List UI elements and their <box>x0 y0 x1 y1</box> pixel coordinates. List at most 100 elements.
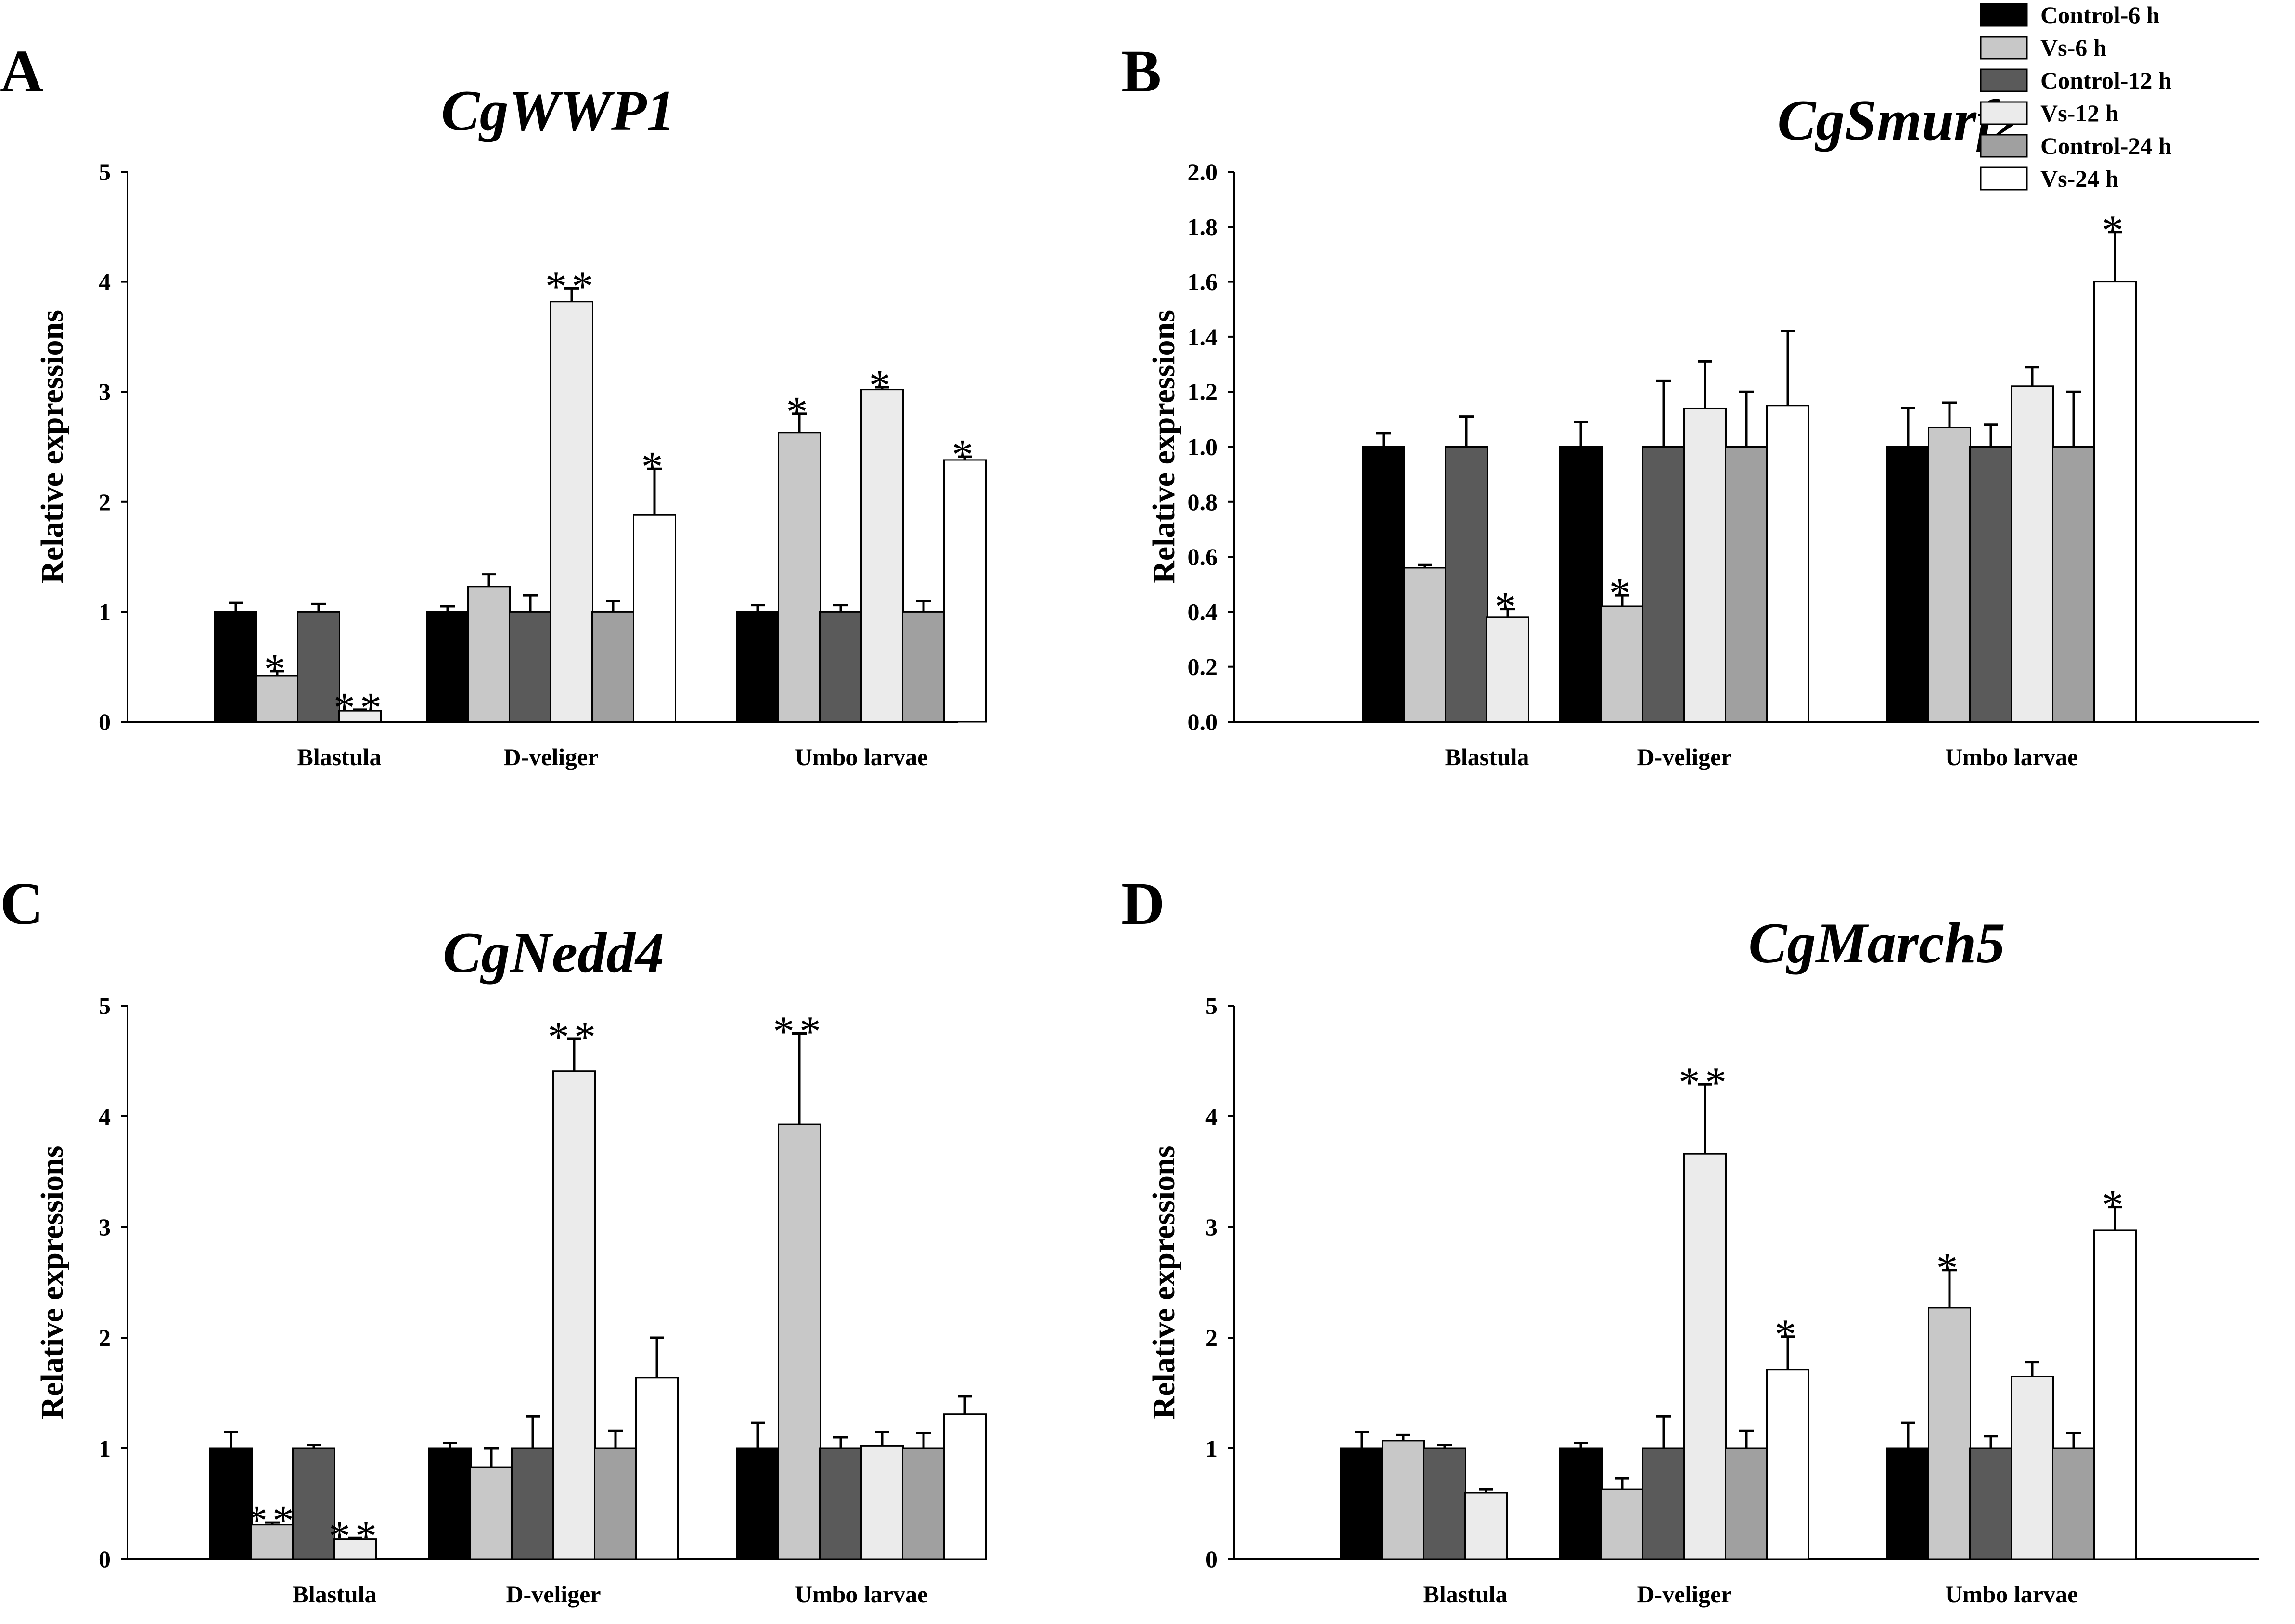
bar <box>819 611 862 723</box>
bar <box>470 1466 513 1560</box>
y-tick-label: 0.0 <box>1188 708 1218 735</box>
y-tick-label: 1.2 <box>1188 378 1218 405</box>
bar <box>1928 426 1971 723</box>
bar <box>467 586 511 723</box>
bar <box>778 432 821 723</box>
y-tick-label: 1 <box>99 598 111 625</box>
bar <box>635 1377 679 1560</box>
legend-label: Vs-24 h <box>2040 165 2119 192</box>
significance-marker: ** <box>1679 1059 1731 1106</box>
bar <box>860 389 904 723</box>
bar <box>902 1447 945 1560</box>
legend-swatch <box>1980 68 2028 92</box>
chart-title: CgWWP1 <box>441 78 676 142</box>
significance-marker: ** <box>545 263 598 310</box>
bar <box>1486 616 1529 723</box>
bar <box>778 1123 821 1560</box>
chart-title: CgMarch5 <box>1748 911 2005 975</box>
legend-swatch <box>1980 166 2028 191</box>
bar <box>1766 405 1809 723</box>
significance-marker: * <box>641 443 668 491</box>
bar <box>1725 1447 1768 1560</box>
y-tick-label: 5 <box>99 158 111 185</box>
x-category-label: Blastula <box>1423 1581 1507 1608</box>
y-tick-label: 0.8 <box>1188 488 1218 515</box>
bar <box>1683 407 1727 723</box>
bar <box>2011 385 2054 723</box>
significance-marker: ** <box>246 1497 299 1545</box>
bar <box>550 301 593 723</box>
y-axis-label: Relative expressions <box>35 1146 70 1419</box>
bar <box>1382 1440 1425 1560</box>
bar <box>509 611 552 723</box>
bar <box>736 1447 780 1560</box>
bar <box>902 611 945 723</box>
y-tick-label: 3 <box>99 378 111 405</box>
significance-marker: ** <box>333 684 386 732</box>
legend-label: Vs-6 h <box>2040 34 2107 61</box>
panel-a: A CgWWP1 Relative expressions 0 1 2 3 4 5 Blastul… <box>0 38 987 770</box>
x-category-label: Umbo larvae <box>1945 1581 2078 1608</box>
bar <box>1464 1492 1508 1560</box>
y-tick-label: 0 <box>99 1546 111 1573</box>
bar <box>1340 1447 1384 1560</box>
y-tick-label: 0.4 <box>1188 598 1218 625</box>
bar <box>214 611 257 723</box>
legend-swatch <box>1980 3 2028 27</box>
bar <box>819 1447 862 1560</box>
y-tick-label: 2 <box>99 488 111 515</box>
y-tick-label: 5 <box>1205 992 1218 1019</box>
bar <box>1766 1369 1809 1560</box>
y-tick-label: 1.8 <box>1188 213 1218 240</box>
significance-marker: * <box>1495 584 1521 631</box>
bar <box>1886 1447 1930 1560</box>
x-category-label: Blastula <box>292 1581 376 1608</box>
x-category-label: Umbo larvae <box>795 743 928 770</box>
legend: Control-6 h Vs-6 h Control-12 h Vs-12 h Cont… <box>1980 1 2172 192</box>
significance-marker: * <box>2102 207 2128 255</box>
y-tick-label: 2.0 <box>1188 158 1218 185</box>
bar <box>1601 605 1644 723</box>
significance-marker: * <box>1775 1311 1801 1359</box>
bar <box>2011 1376 2054 1560</box>
bar <box>511 1447 554 1560</box>
chart-title: CgNedd4 <box>443 921 664 985</box>
x-category-label: D-veliger <box>1637 1581 1731 1608</box>
legend-swatch <box>1980 101 2028 125</box>
significance-marker: ** <box>329 1512 382 1560</box>
bar <box>943 1413 987 1560</box>
y-tick-label: 2 <box>1205 1324 1218 1351</box>
bar <box>552 1070 596 1560</box>
y-tick-label: 0.6 <box>1188 543 1218 570</box>
bar <box>1928 1307 1971 1560</box>
significance-marker: * <box>786 388 813 436</box>
legend-label: Control-6 h <box>2040 1 2160 28</box>
legend-swatch <box>1980 134 2028 158</box>
panel-letter: C <box>0 871 43 937</box>
panel-d: D CgMarch5 Relative expressions 0 1 2 3 4 5 Blast… <box>1121 871 2259 1608</box>
bar <box>1725 446 1768 723</box>
significance-marker: ** <box>773 1008 826 1056</box>
y-tick-label: 0.2 <box>1188 653 1218 680</box>
x-category-label: D-veliger <box>1637 743 1731 770</box>
panel-letter: A <box>0 38 43 105</box>
significance-marker: * <box>264 646 291 693</box>
y-axis-label: Relative expressions <box>35 310 70 584</box>
significance-marker: * <box>2102 1182 2128 1229</box>
bar <box>426 611 469 723</box>
x-category-label: Blastula <box>297 743 381 770</box>
bar <box>943 459 987 723</box>
bar <box>1559 446 1603 723</box>
y-tick-label: 1.6 <box>1188 269 1218 295</box>
bar <box>2093 1229 2137 1560</box>
legend-swatch <box>1980 36 2028 60</box>
y-axis-label: Relative expressions <box>1146 1146 1181 1419</box>
bar <box>591 611 635 723</box>
x-category-label: Blastula <box>1445 743 1529 770</box>
significance-marker: * <box>869 362 896 409</box>
bar <box>860 1445 904 1560</box>
y-tick-label: 0 <box>99 708 111 735</box>
bar <box>1642 1447 1685 1560</box>
